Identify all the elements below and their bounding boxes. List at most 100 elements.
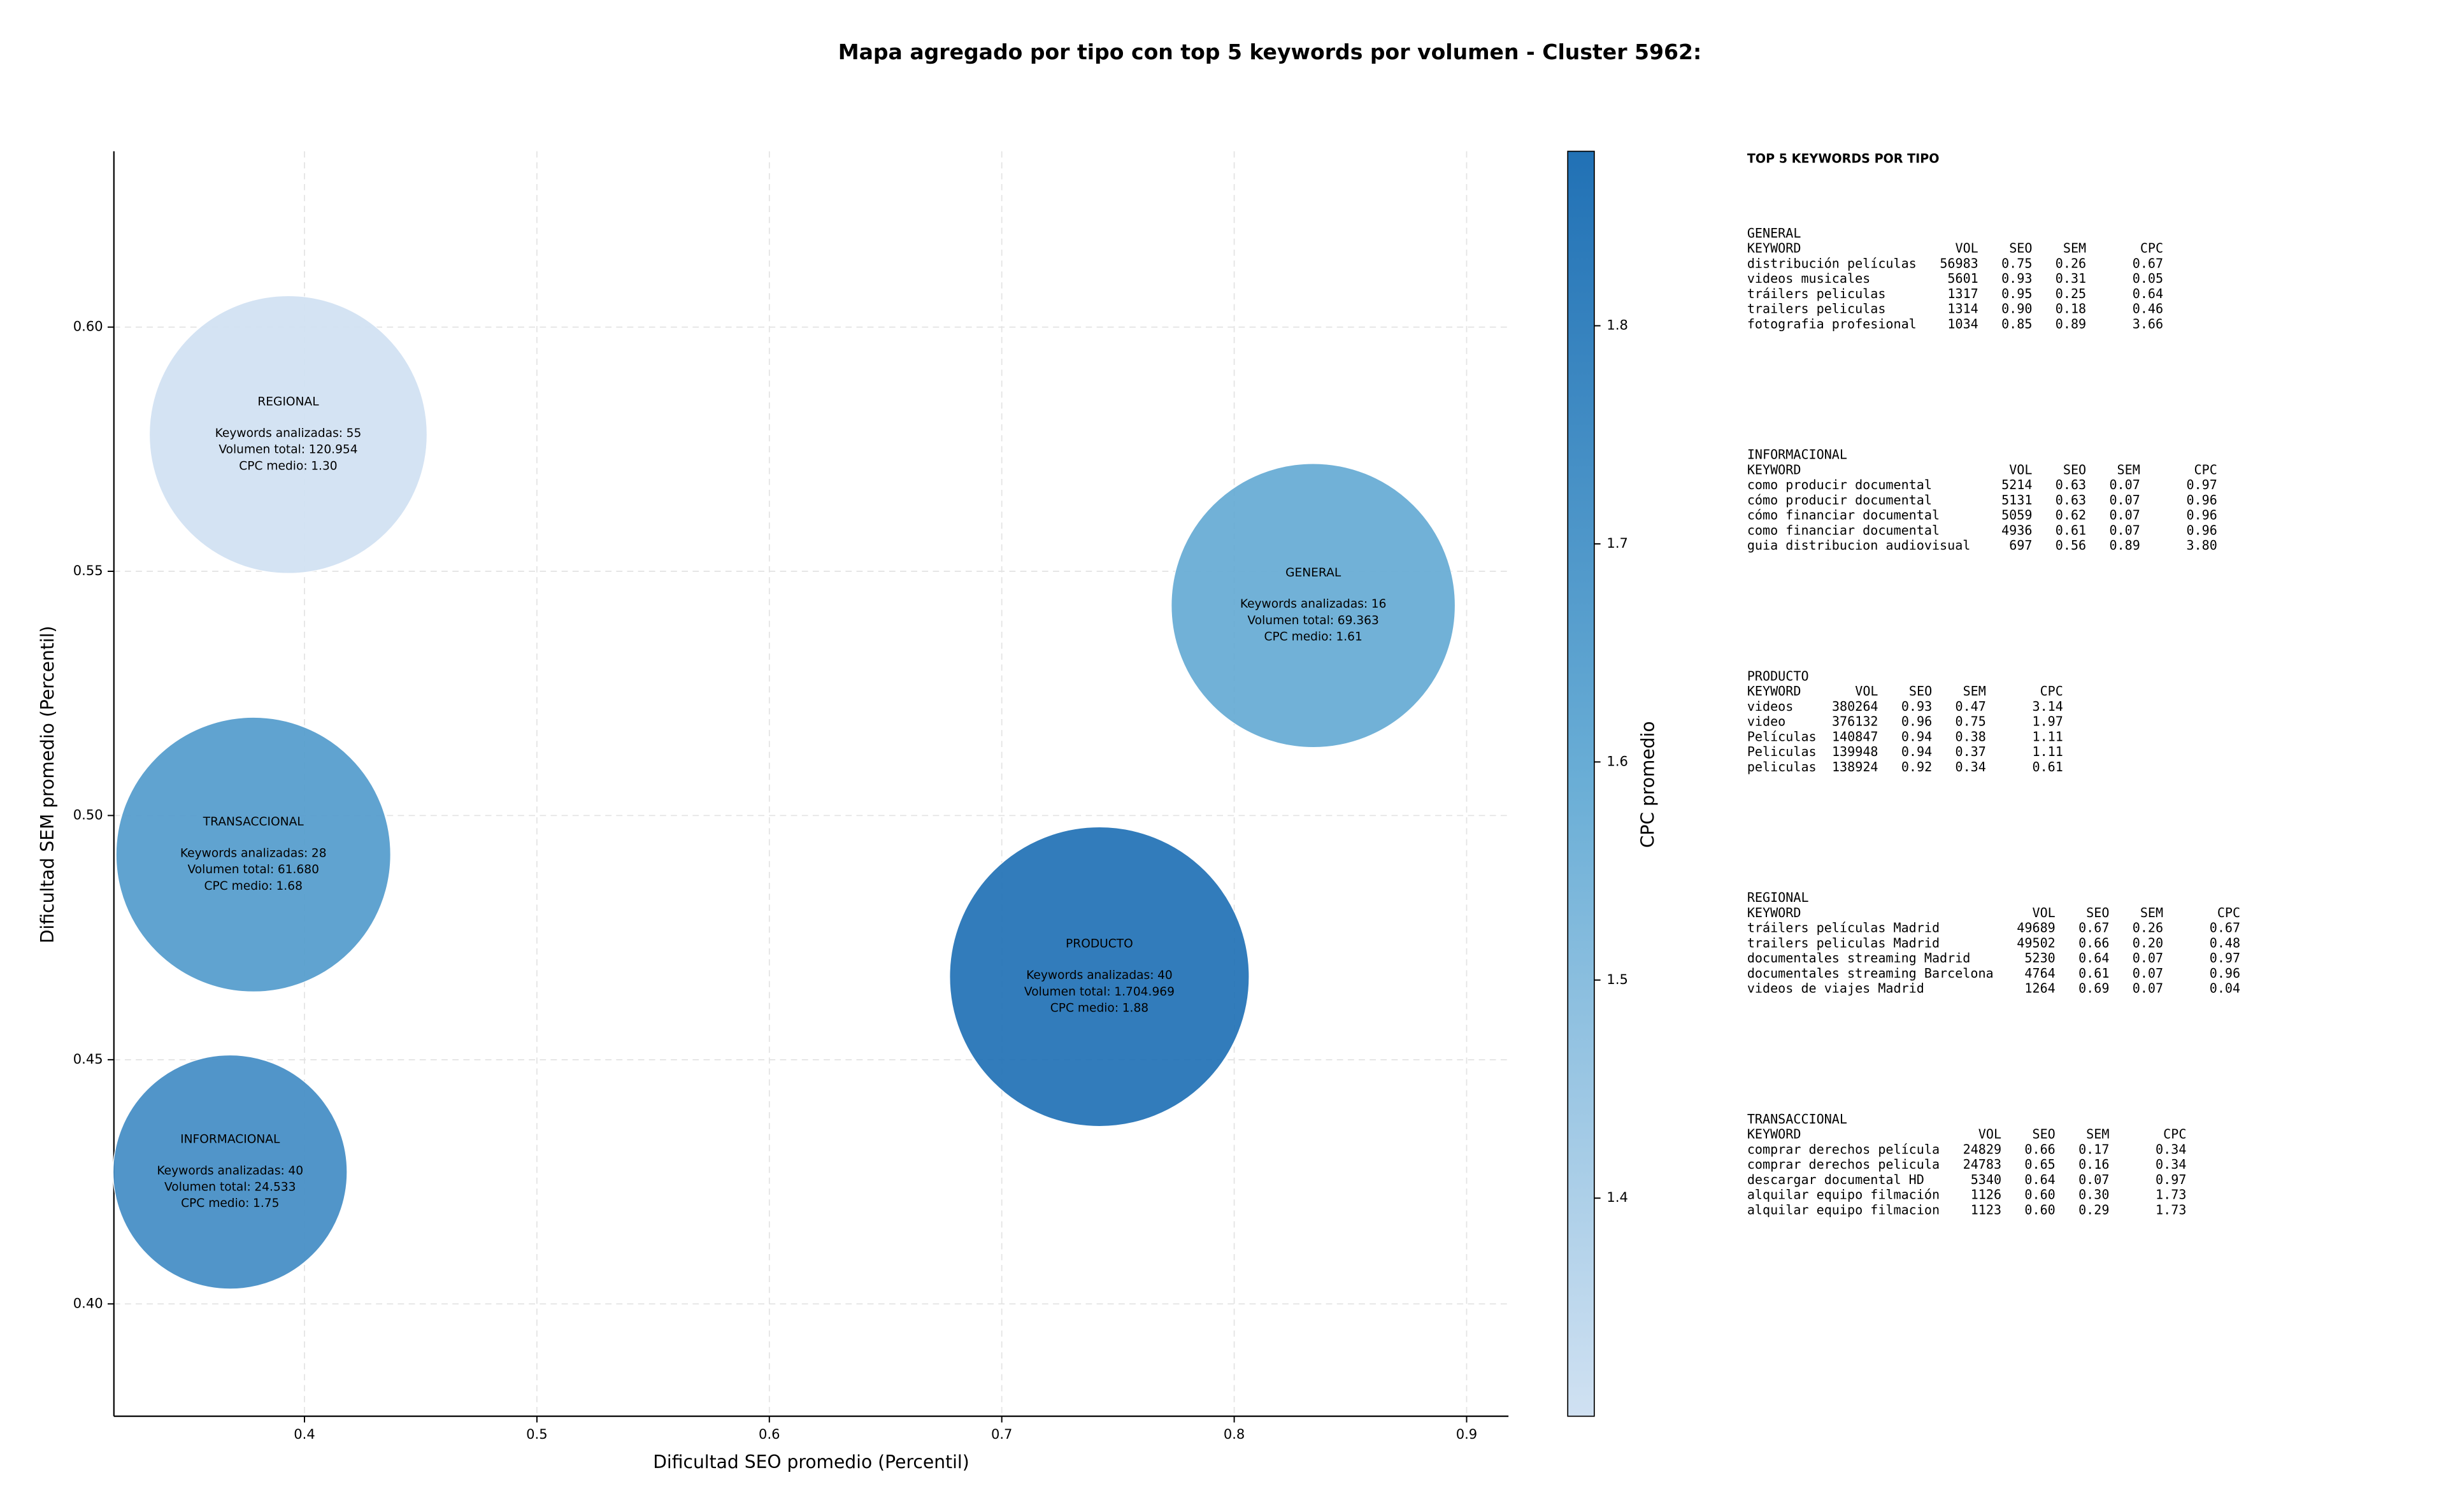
annotation-prefix: Keywords analizadas:	[157, 1164, 284, 1177]
bubble-annotation: CPC medio: 1.68	[204, 879, 303, 892]
table-cell: documentales streaming Barcelona	[1747, 966, 1994, 981]
bubble	[112, 1054, 348, 1290]
table-cell: 1.97	[2032, 714, 2063, 729]
table-cell: 0.75	[2001, 255, 2032, 271]
y-tick-label: 0.45	[73, 1051, 103, 1067]
column-header: SEM	[2140, 905, 2163, 920]
annotation-prefix: Volumen total:	[188, 863, 275, 876]
table-cell: 1123	[1971, 1202, 2001, 1217]
annotation-value: 16	[1371, 597, 1387, 611]
table-cell: 0.96	[2210, 966, 2240, 981]
chart-title: Mapa agregado por tipo con top 5 keyword…	[838, 39, 1702, 64]
bubble-annotation: Volumen total: 69.363	[1247, 613, 1378, 627]
bubble	[148, 295, 428, 574]
table-cell: Películas	[1747, 729, 1817, 744]
column-header: VOL	[2032, 905, 2055, 920]
bubble-annotation: Keywords analizadas: 40	[157, 1164, 303, 1177]
table-cell: 0.18	[2056, 301, 2086, 317]
table-cell: videos	[1747, 699, 1794, 714]
table-cell: 0.92	[1901, 759, 1932, 774]
table-cell: 0.75	[1956, 714, 1986, 729]
annotation-prefix: CPC medio:	[204, 879, 273, 892]
table-cell: comprar derechos pelicula	[1747, 1157, 1940, 1172]
table-cell: 0.67	[2210, 920, 2240, 936]
table-cell: 0.93	[1901, 699, 1932, 714]
table-cell: trailers peliculas	[1747, 301, 1886, 317]
column-header: SEO	[1909, 683, 1932, 699]
annotation-value: 55	[347, 426, 362, 439]
table-cell: 4936	[2001, 522, 2032, 538]
table-cell: Peliculas	[1747, 744, 1817, 759]
annotation-prefix: Keywords analizadas:	[215, 426, 343, 439]
colorbar-tick-label: 1.5	[1606, 971, 1627, 987]
x-tick-label: 0.9	[1456, 1426, 1477, 1442]
table-cell: 0.94	[1901, 729, 1932, 744]
table-cell: 0.61	[2056, 522, 2086, 538]
table-cell: 0.69	[2078, 981, 2109, 996]
table-cell: 0.26	[2056, 255, 2086, 271]
table-cell: 1.73	[2156, 1187, 2186, 1202]
table-cell: alquilar equipo filmacion	[1747, 1202, 1940, 1217]
bubble-annotation: Volumen total: 120.954	[218, 443, 357, 456]
table-cell: 0.89	[2056, 316, 2086, 331]
table-cell: 0.97	[2186, 477, 2217, 492]
table-cell: 0.34	[2156, 1141, 2186, 1157]
table-cell: 0.07	[2133, 981, 2163, 996]
table-cell: 4764	[2024, 966, 2055, 981]
column-header: KEYWORD	[1747, 241, 1801, 256]
annotation-prefix: CPC medio:	[181, 1197, 249, 1210]
table-cell: 0.61	[2032, 759, 2063, 774]
table-cell: 0.26	[2133, 920, 2163, 936]
table-cell: video	[1747, 714, 1785, 729]
table-cell: 0.96	[2186, 522, 2217, 538]
table-cell: 0.65	[2024, 1157, 2055, 1172]
annotation-prefix: Keywords analizadas:	[1240, 597, 1368, 611]
x-axis-label: Dificultad SEO promedio (Percentil)	[653, 1451, 969, 1473]
column-header: KEYWORD	[1747, 683, 1801, 699]
bubble-annotation: Keywords analizadas: 28	[180, 846, 327, 860]
x-tick-label: 0.8	[1224, 1426, 1245, 1442]
table-cell: 0.85	[2001, 316, 2032, 331]
colorbar-tick-label: 1.4	[1606, 1189, 1627, 1205]
table-cell: 0.46	[2133, 301, 2163, 317]
bubble-annotation: Volumen total: 1.704.969	[1024, 985, 1175, 998]
table-cell: 0.60	[2024, 1202, 2055, 1217]
table-cell: 1034	[1947, 316, 1978, 331]
annotation-value: 61.680	[278, 863, 319, 876]
table-cell: 0.63	[2056, 492, 2086, 508]
table-cell: como producir documental	[1747, 477, 1932, 492]
table-cell: 1.73	[2156, 1202, 2186, 1217]
group-name: TRANSACCIONAL	[1747, 1111, 1847, 1127]
table-cell: fotografia profesional	[1747, 316, 1917, 331]
table-cell: 0.30	[2078, 1187, 2109, 1202]
table-cell: 0.97	[2210, 950, 2240, 966]
bubble-annotation: Keywords analizadas: 16	[1240, 597, 1387, 611]
table-cell: 49502	[2017, 935, 2055, 950]
table-cell: tráilers películas Madrid	[1747, 920, 1940, 936]
table-cell: 0.66	[2024, 1141, 2055, 1157]
column-header: KEYWORD	[1747, 1127, 1801, 1142]
table-cell: 0.38	[1956, 729, 1986, 744]
column-header: CPC	[2040, 683, 2063, 699]
colorbar-label: CPC promedio	[1638, 721, 1659, 848]
annotation-value: 40	[1157, 969, 1173, 982]
table-cell: 0.07	[2133, 966, 2163, 981]
table-cell: 139948	[1832, 744, 1878, 759]
group-name: REGIONAL	[1747, 890, 1809, 905]
bubble-annotation: Keywords analizadas: 55	[215, 426, 362, 439]
table-cell: 3.66	[2133, 316, 2163, 331]
annotation-prefix: Keywords analizadas:	[1026, 969, 1154, 982]
table-cell: 24783	[1963, 1157, 2001, 1172]
table-cell: 5059	[2001, 508, 2032, 523]
table-cell: alquilar equipo filmación	[1747, 1187, 1940, 1202]
y-tick-label: 0.60	[73, 318, 103, 334]
annotation-value: 1.88	[1122, 1001, 1148, 1015]
y-axis-label: Dificultad SEM promedio (Percentil)	[37, 625, 58, 943]
column-header: CPC	[2217, 905, 2240, 920]
column-header: VOL	[1978, 1127, 2001, 1142]
annotation-value: 120.954	[309, 443, 358, 456]
table-cell: 0.34	[1956, 759, 1986, 774]
table-cell: 0.07	[2133, 950, 2163, 966]
annotation-prefix: Volumen total:	[1024, 985, 1111, 998]
